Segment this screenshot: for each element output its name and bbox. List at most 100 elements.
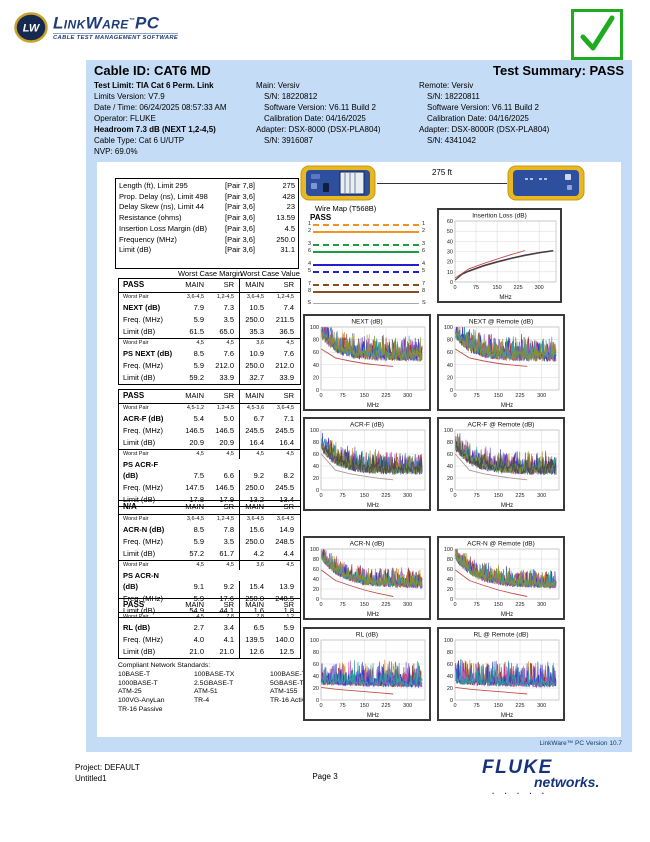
svg-text:NEXT (dB): NEXT (dB) [351,319,382,326]
rl-db--chart: 0 20 40 60 80 100 0 75 150 225 300 RL (dB) MHz [303,627,431,721]
standard-item: 100BASE-T4 [270,670,310,678]
column-header: MAIN [185,502,204,511]
standard-item: 10BASE-T [118,670,151,678]
worst-pair-label: Worst Pair [123,516,149,522]
header-info-line: S/N: 18220812 [264,92,318,101]
worst-pair-value: 1,2-4,5 [216,405,234,411]
svg-text:225: 225 [381,602,390,608]
result-value: 10.5 [239,302,269,314]
worst-pair-label: Worst Pair [123,614,149,620]
wiremap-pin-left: S [307,300,311,306]
header-info-line: Adapter: DSX-8000 (DSX-PLA804) [256,125,381,134]
svg-text:0: 0 [319,393,322,399]
result-value: 9.2 [223,582,234,591]
svg-text:150: 150 [494,703,503,709]
result-row: RL (dB) 2.7 3.4 6.5 5.9 [119,622,300,634]
svg-text:20: 20 [313,686,319,692]
wiremap-pin-right: 4 [422,261,426,267]
result-label: Limit (dB) [123,647,156,656]
result-value: 65.0 [219,327,234,336]
app-subtitle: CABLE TEST MANAGEMENT SOFTWARE [53,32,179,41]
wiremap-status: PASS [310,213,332,222]
header-info-line: S/N: 4341042 [427,136,476,145]
svg-text:100: 100 [310,547,319,553]
svg-text:75: 75 [474,393,480,399]
result-label: Freq. (MHz) [123,315,163,324]
result-row: Freq. (MHz) 4.0 4.1 139.5 140.0 [119,634,300,646]
svg-text:0: 0 [450,597,453,603]
result-value: 7.6 [283,349,294,358]
result-label: Freq. (MHz) [123,537,163,546]
wiremap-pin-right: 3 [422,241,426,247]
header-info-line: S/N: 3916087 [264,136,313,145]
result-label: Freq. (MHz) [123,635,163,644]
svg-text:40: 40 [313,464,319,470]
svg-text:100: 100 [444,547,453,553]
measurement-label: Length (ft), Limit 295 [119,181,188,190]
svg-text:300: 300 [403,393,412,399]
svg-text:80: 80 [447,557,453,563]
svg-text:0: 0 [319,602,322,608]
result-value: 3.4 [223,623,234,632]
svg-text:150: 150 [494,393,503,399]
measurement-row: Delay Skew (ns), Limit 44 [Pair 3,6] 23 [119,202,295,213]
wiremap-wire [313,303,419,304]
worst-pair-value: 1,2-4,5 [276,294,294,300]
column-header: MAIN [239,390,269,403]
worst-pair-row: Worst Pair 3,6-4,5 1,2-4,5 3,6-4,5 1,2-4,5 [119,293,300,302]
column-header: SR [223,502,234,511]
standard-item: TR-16 Active [270,697,309,705]
header-info-line: NVP: 69.0% [94,147,138,156]
result-value: 147.5 [185,483,204,492]
acr-n-db--chart: 0 20 40 60 80 100 0 75 150 225 300 ACR-N (dB) MHz [303,536,431,620]
standard-item: 2.5GBASE-T [194,679,234,687]
worst-pair-label: Worst Pair [123,562,149,568]
header-info-line: Calibration Date: 04/16/2025 [264,114,366,123]
svg-text:50: 50 [447,229,453,235]
measurement-row: Prop. Delay (ns), Limit 498 [Pair 3,6] 428 [119,192,295,203]
result-value: 4.2 [239,548,269,560]
result-value: 12.6 [239,646,269,658]
svg-text:75: 75 [473,285,479,291]
result-value: 20.9 [219,438,234,447]
worst-pair-row: Worst Pair 4,5 4,5 3,6 4,5 [119,338,300,348]
cable-id-title: Cable ID: CAT6 MD [94,63,211,78]
svg-text:75: 75 [474,602,480,608]
status-badge: N/A [123,502,137,511]
worst-pair-label: Worst Pair [123,294,149,300]
header-info-line: Headroom 7.3 dB (NEXT 1,2-4,5) [94,125,216,134]
svg-text:100: 100 [310,428,319,434]
svg-text:20: 20 [447,375,453,381]
result-value: 15.4 [239,581,269,593]
result-row: ACR-F (dB) 5.4 5.0 6.7 7.1 [119,413,300,425]
result-row: Limit (dB) 57.2 61.7 4.2 4.4 [119,548,300,560]
result-value: 5.4 [193,414,204,423]
result-value: 5.9 [283,623,294,632]
acr-n-remote-db--chart: 0 20 40 60 80 100 0 75 150 225 300 ACR-N @ Remote (… [437,536,565,620]
result-label: PS ACR-F (dB) [123,460,159,480]
results-table-header: PASS MAIN SR MAIN SR [119,599,300,613]
result-value: 7.6 [223,349,234,358]
result-value: 16.4 [239,437,269,449]
result-value: 245.5 [275,426,294,435]
worst-pair-row: Worst Pair 4,5 4,5 4,5 4,5 [119,449,300,459]
result-value: 5.9 [193,537,204,546]
svg-text:Insertion Loss (dB): Insertion Loss (dB) [472,213,527,220]
svg-text:10: 10 [447,270,453,276]
svg-text:0: 0 [453,703,456,709]
svg-text:300: 300 [537,493,546,499]
svg-text:300: 300 [403,493,412,499]
result-row: Limit (dB) 21.0 21.0 12.6 12.5 [119,646,300,658]
svg-text:0: 0 [450,488,453,494]
worst-pair-value: 4,5 [286,451,294,457]
main-tester-device [300,165,376,201]
header-info-line: Remote: Versiv [419,81,474,90]
standard-item: 100VG-AnyLan [118,697,165,705]
worst-pair-value: 4,5 [196,562,204,568]
worst-pair-value: 4,5 [286,562,294,568]
measurement-value: 428 [282,191,295,201]
remote-tester-device [507,165,585,201]
svg-text:ACR-F (dB): ACR-F (dB) [350,422,384,429]
standard-item: ATM-25 [118,688,142,696]
result-value: 17.9 [219,495,234,504]
